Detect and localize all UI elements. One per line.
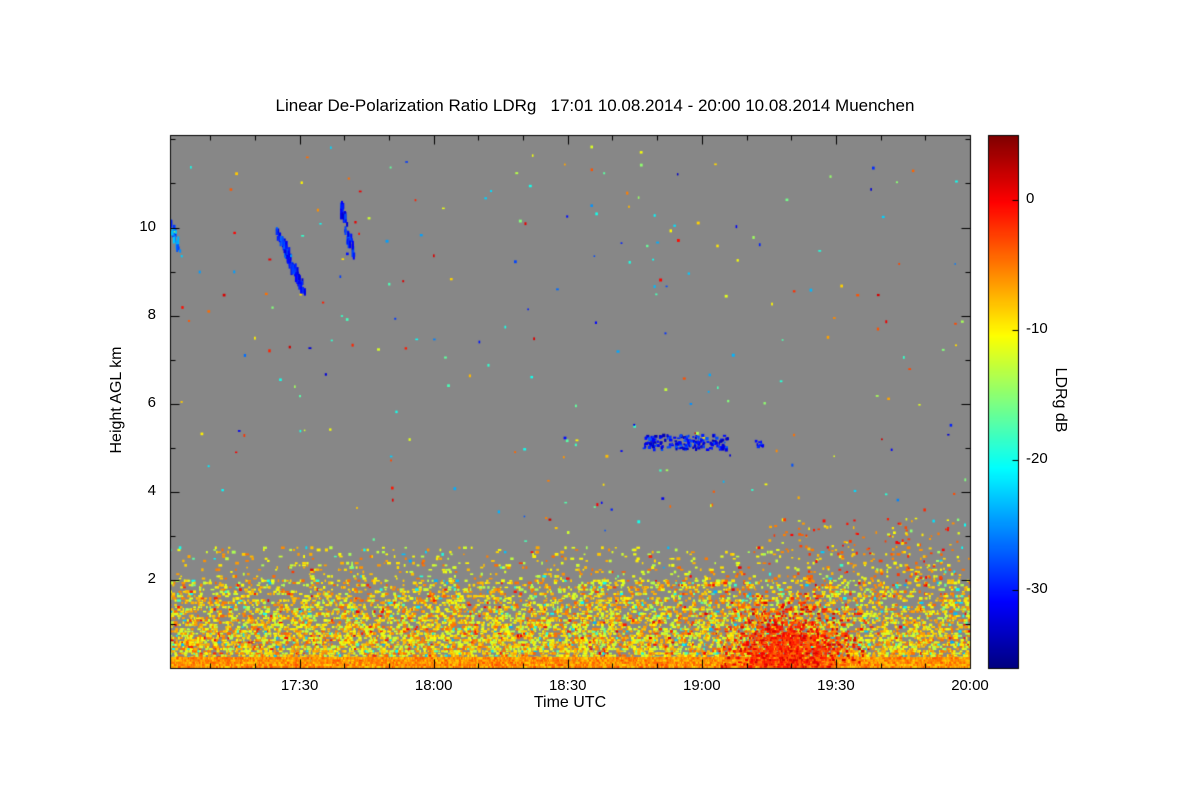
x-axis-label: Time UTC bbox=[533, 694, 607, 711]
x-tick-label: 18:00 bbox=[414, 677, 453, 694]
colorbar-tick-label: -30 bbox=[1026, 580, 1048, 597]
chart-title: Linear De-Polarization Ratio LDRg 17:01 … bbox=[275, 96, 915, 115]
x-tick-label: 19:00 bbox=[683, 677, 721, 694]
x-tick-label: 18:30 bbox=[548, 677, 587, 694]
x-tick-label: 19:30 bbox=[817, 677, 855, 694]
y-tick-label: 2 bbox=[147, 569, 156, 587]
y-tick-label: 10 bbox=[139, 217, 156, 235]
colorbar-label: LDRg dB bbox=[1052, 367, 1069, 433]
x-tick-label: 20:00 bbox=[951, 677, 989, 694]
colorbar-tick-label: -10 bbox=[1026, 320, 1048, 337]
colorbar-tick-label: -20 bbox=[1026, 450, 1048, 467]
x-tick-label: 17:30 bbox=[280, 677, 319, 694]
colorbar-tick-label: 0 bbox=[1026, 190, 1035, 207]
y-tick-label: 4 bbox=[147, 481, 156, 499]
y-tick-label: 8 bbox=[147, 305, 156, 323]
y-tick-label: 6 bbox=[147, 393, 156, 411]
